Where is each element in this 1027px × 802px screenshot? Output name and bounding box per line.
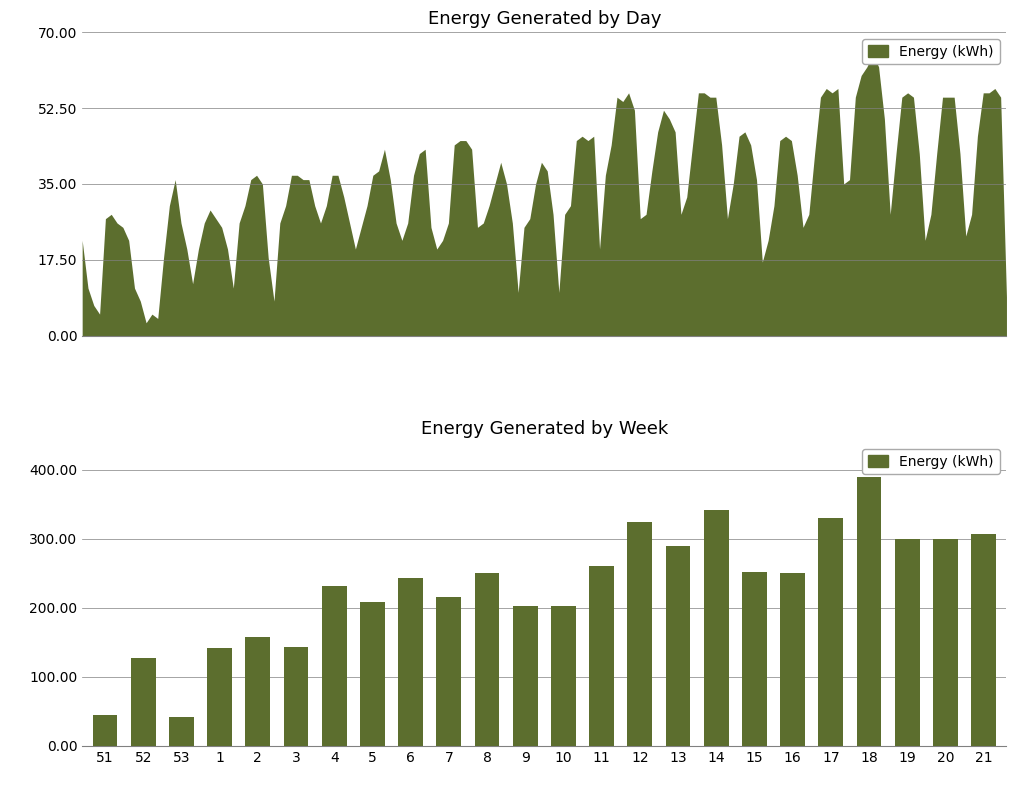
- Bar: [703, 510, 728, 746]
- Bar: [857, 476, 881, 746]
- Bar: [169, 717, 194, 746]
- Bar: [551, 606, 576, 746]
- Bar: [398, 578, 423, 746]
- Bar: [436, 597, 461, 746]
- Legend: Energy (kWh): Energy (kWh): [862, 449, 999, 474]
- Bar: [512, 606, 537, 746]
- Legend: Energy (kWh): Energy (kWh): [862, 39, 999, 64]
- Bar: [627, 521, 652, 746]
- Bar: [933, 539, 958, 746]
- Bar: [665, 545, 690, 746]
- Bar: [245, 638, 270, 746]
- Bar: [321, 585, 347, 746]
- Bar: [130, 658, 156, 746]
- Bar: [741, 572, 767, 746]
- Bar: [474, 573, 499, 746]
- Bar: [360, 602, 385, 746]
- Title: Energy Generated by Day: Energy Generated by Day: [427, 10, 661, 28]
- Bar: [207, 648, 232, 746]
- Bar: [283, 647, 308, 746]
- Title: Energy Generated by Week: Energy Generated by Week: [421, 419, 668, 438]
- Bar: [819, 518, 843, 746]
- Bar: [895, 539, 919, 746]
- Bar: [972, 534, 996, 746]
- Bar: [589, 566, 614, 746]
- Bar: [781, 573, 805, 746]
- Bar: [92, 715, 117, 746]
